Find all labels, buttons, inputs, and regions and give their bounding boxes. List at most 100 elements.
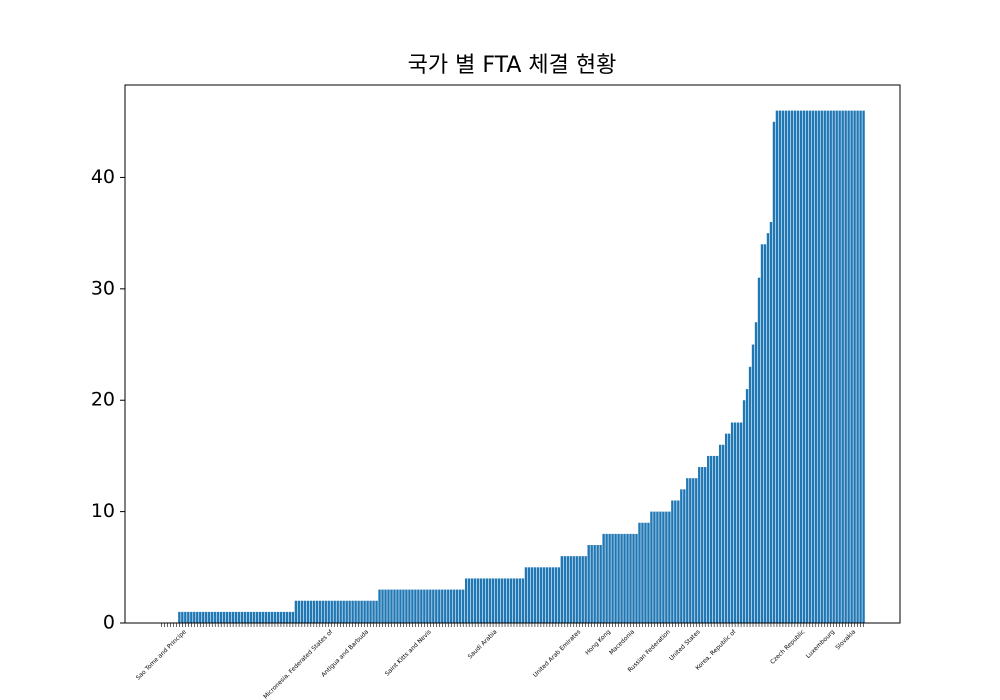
bar xyxy=(620,533,623,623)
bar xyxy=(680,489,683,623)
bar xyxy=(668,511,671,623)
bar xyxy=(689,478,692,623)
bar xyxy=(638,522,641,623)
bar xyxy=(369,600,372,623)
x-tick-label: Saudi Arabia xyxy=(467,628,499,660)
bar xyxy=(426,589,429,623)
bar xyxy=(237,611,241,623)
bar xyxy=(605,533,608,623)
bar xyxy=(408,589,411,623)
bar xyxy=(193,611,196,623)
bar xyxy=(491,578,495,623)
bar xyxy=(494,578,498,623)
bar xyxy=(859,110,862,624)
bar xyxy=(850,110,853,624)
bar xyxy=(623,533,626,623)
bar xyxy=(671,500,674,623)
bar xyxy=(199,611,202,623)
plot-frame xyxy=(124,84,901,624)
x-tick-label: Korea, Republic of xyxy=(694,628,738,672)
bar xyxy=(216,611,220,623)
bar xyxy=(530,567,534,623)
bar xyxy=(820,110,823,624)
bar xyxy=(739,422,743,623)
bar xyxy=(393,589,396,623)
bar xyxy=(184,611,187,623)
bar xyxy=(345,600,348,623)
bar xyxy=(423,589,426,623)
bar xyxy=(775,110,779,624)
bar xyxy=(509,578,513,623)
bar xyxy=(366,600,369,623)
bar xyxy=(402,589,405,623)
bar xyxy=(560,556,563,623)
bar xyxy=(539,567,543,623)
bar xyxy=(348,600,351,623)
bar xyxy=(602,533,605,623)
bar xyxy=(811,110,814,624)
bar xyxy=(748,366,752,623)
bar xyxy=(512,578,516,623)
y-tick-label: 10 xyxy=(91,500,115,522)
bar xyxy=(656,511,659,623)
bar xyxy=(450,589,453,623)
bar xyxy=(375,600,378,623)
bar xyxy=(506,578,510,623)
bar xyxy=(853,110,856,624)
bar xyxy=(793,110,797,624)
bar xyxy=(814,110,817,624)
bar xyxy=(629,533,632,623)
bar xyxy=(587,545,590,623)
bar xyxy=(796,110,800,624)
bar xyxy=(805,110,809,624)
y-tick-label: 30 xyxy=(91,277,115,299)
bar xyxy=(196,611,199,623)
bar xyxy=(704,467,707,623)
bar xyxy=(521,578,525,623)
bar xyxy=(243,611,247,623)
bar xyxy=(333,600,336,623)
bar xyxy=(683,489,686,623)
bar xyxy=(261,611,265,623)
bar xyxy=(566,556,569,623)
bar xyxy=(467,578,471,623)
bar xyxy=(444,589,447,623)
bar xyxy=(545,567,549,623)
bar xyxy=(692,478,695,623)
bar xyxy=(462,589,465,623)
bar xyxy=(548,567,552,623)
bar xyxy=(381,589,384,623)
bar xyxy=(399,589,402,623)
bar xyxy=(611,533,614,623)
bar xyxy=(267,611,271,623)
bar xyxy=(225,611,229,623)
x-tick-label: Macedonia xyxy=(608,628,636,656)
bar xyxy=(485,578,489,623)
x-tick-label: Micronesia, Federated States of xyxy=(262,628,335,700)
bar xyxy=(378,589,381,623)
bar xyxy=(318,600,321,623)
bar xyxy=(709,455,713,623)
y-tick-label: 20 xyxy=(91,389,115,411)
x-tick-label: Sao Tome and Principe xyxy=(135,628,188,681)
bar xyxy=(701,467,704,623)
bar xyxy=(790,110,794,624)
bar xyxy=(763,244,767,624)
bar xyxy=(414,589,417,623)
bar xyxy=(614,533,617,623)
bar xyxy=(647,522,650,623)
bar xyxy=(351,600,354,623)
bar xyxy=(321,600,324,623)
bar xyxy=(515,578,519,623)
bar xyxy=(641,522,644,623)
bar xyxy=(306,600,310,623)
bar xyxy=(862,110,865,624)
bar xyxy=(677,500,680,623)
bar xyxy=(482,578,486,623)
bar xyxy=(324,600,327,623)
bar xyxy=(473,578,477,623)
bar xyxy=(736,422,740,623)
bar xyxy=(181,611,184,623)
bar xyxy=(626,533,629,623)
bar xyxy=(435,589,438,623)
